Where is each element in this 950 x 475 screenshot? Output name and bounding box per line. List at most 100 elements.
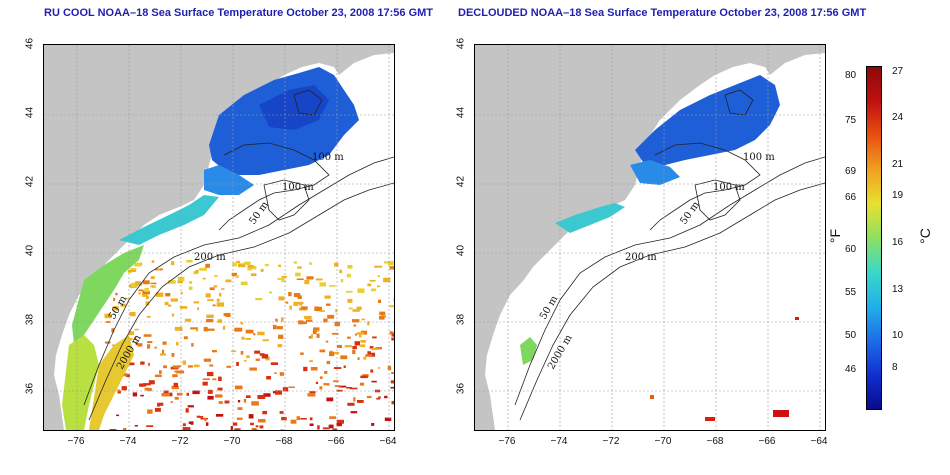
sst-pixel [188,365,193,368]
sst-pixel [154,374,162,378]
sst-pixel [300,321,307,325]
contour-label-100m-b: 100 m [282,182,314,193]
sst-pixel [276,326,283,330]
sst-pixel [154,407,161,412]
sst-pixel [391,337,394,341]
contour-label-100m: 100 m [743,152,775,163]
sst-pixel [336,419,344,424]
sst-pixel [295,272,301,277]
sst-pixel [303,366,308,372]
sst-pixel [163,390,169,394]
sst-pixel [312,330,317,335]
sst-pixel [145,301,150,306]
sst-pixel [154,346,157,349]
sst-pixel [171,385,179,390]
sst-pixel [247,265,254,269]
sst-pixel [262,339,269,342]
sst-pixel [346,273,351,278]
sst-pixel [250,273,257,277]
sst-pixel [135,282,143,286]
sst-pixel [155,292,164,297]
sst-pixel [169,392,173,397]
sst-pixel [359,382,365,386]
sst-pixel [288,386,295,388]
sst-pixel [279,411,284,414]
sst-pixel [192,390,200,395]
lon-tick: −68 [706,436,724,447]
contour-label-200m: 200 m [194,252,226,263]
sst-pixel [128,270,136,272]
lat-tick: 40 [455,244,467,257]
sst-pixel [338,385,347,388]
sst-pixel [191,343,194,347]
fahrenheit-tick: 66 [845,192,857,203]
sst-pixel [176,392,183,396]
sst-pixel [352,345,357,350]
sst-pixel [145,295,149,300]
sst-pixel [234,428,241,430]
sst-pixel [293,301,299,306]
sst-pixel [240,322,244,325]
bathymetry-contours [83,89,394,421]
fahrenheit-unit-label: °F [827,228,844,244]
sst-pixel [237,407,243,410]
sst-pixel [390,386,394,389]
sst-pixel [151,260,155,263]
sst-pixel [172,365,180,369]
warm-water-pixels [650,317,799,421]
sst-pixel [335,309,338,313]
sst-pixel [334,385,341,387]
sst-pixel [205,422,209,426]
lat-lon-grid [475,45,825,430]
sst-pixel [186,392,189,396]
sst-pixel [255,298,263,301]
sst-pixel [277,344,283,348]
sst-pixel [212,304,216,307]
sst-pixel [187,405,194,408]
sst-pixel [304,279,310,285]
sst-pixel [144,287,149,292]
sst-pixel [281,275,287,278]
sst-pixel [244,360,247,362]
sst-pixel [207,328,215,331]
sst-pixel [140,394,144,397]
sst-pixel [350,411,358,414]
right-map-panel[interactable]: 100 m 100 m 50 m 200 m 50 m 2000 m [474,44,826,431]
sst-pixel [369,352,376,357]
sst-pixel [391,400,394,405]
sst-pixel [324,371,328,374]
sst-pixel [245,395,251,398]
sst-pixel [354,341,360,346]
sst-pixel [196,415,201,418]
fahrenheit-tick: 75 [845,115,857,126]
left-map-panel[interactable]: 100 m 100 m 50 m 200 m 50 m 2000 m [43,44,395,431]
celsius-tick: 27 [892,66,904,77]
sst-pixel [109,429,117,430]
sst-pixel [258,419,266,423]
celsius-tick: 13 [892,284,904,295]
lat-tick: 44 [24,106,36,119]
sst-pixel [162,349,165,355]
sst-pixel [243,398,247,403]
sst-pixel [167,280,176,284]
sst-pixel [329,416,336,419]
sst-pixel [130,338,133,341]
sst-pixel [308,336,313,339]
sst-pixel [173,382,178,387]
fahrenheit-tick: 80 [845,70,857,81]
sst-pixel [157,402,164,406]
sst-pixel [152,285,156,289]
sst-pixel [157,405,160,407]
sst-pixel [104,341,111,344]
sst-pixel [214,275,218,277]
sst-pixel [135,341,138,346]
sst-pixel [180,291,183,294]
sst-pixel [264,264,269,267]
lat-tick: 46 [455,37,467,50]
celsius-tick: 16 [892,237,904,248]
sst-pixel [124,297,130,300]
sst-pixel [353,397,356,402]
sst-pixel [278,296,285,301]
sst-pixel [129,311,136,317]
sst-pixel [352,309,360,312]
